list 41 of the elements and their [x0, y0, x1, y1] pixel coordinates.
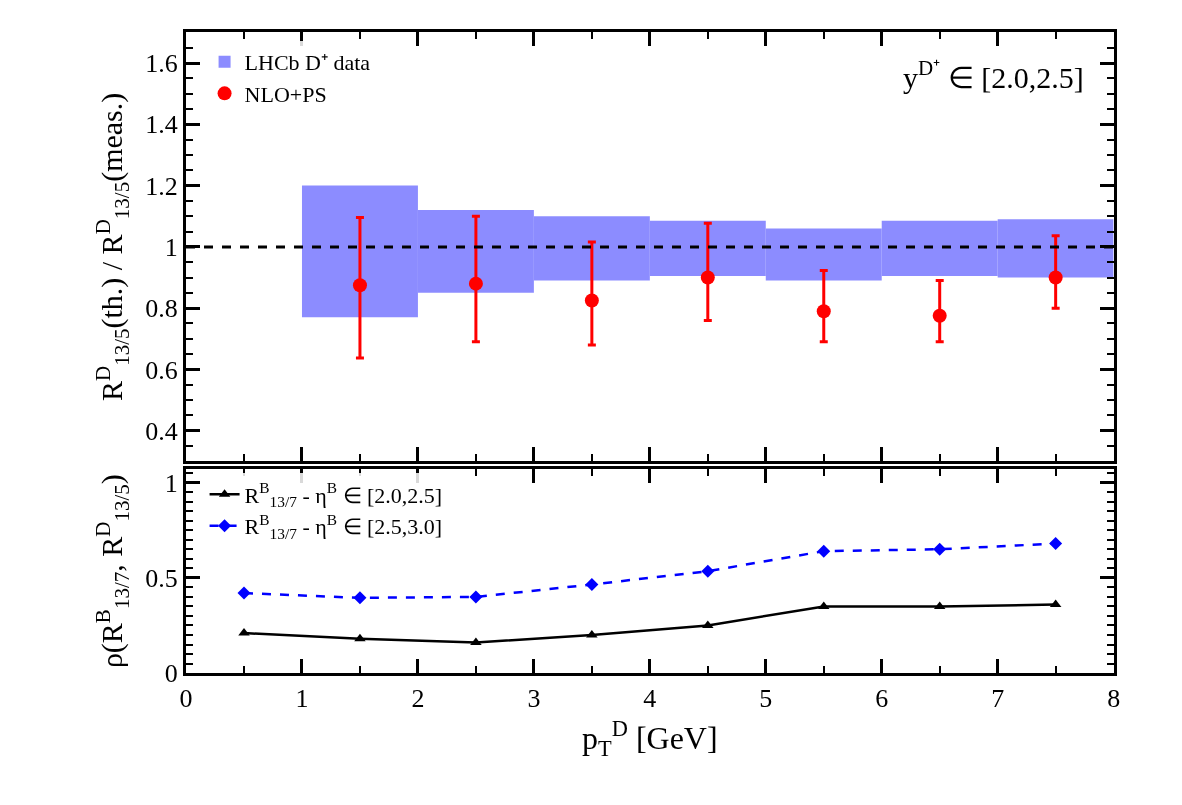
y-tick-label: 0.4: [145, 416, 178, 446]
y-tick-label: 0.6: [145, 355, 178, 385]
point: [585, 578, 599, 591]
x-tick-label: 1: [295, 684, 309, 714]
legend-label: LHCb D⁺ data: [244, 50, 371, 76]
point: [1048, 270, 1063, 285]
y-tick-label: 0.5: [145, 563, 178, 593]
legend-label: R$^{B}$$_{13/7}$ - η$^{B}$ ∈ [2.0,2.5]: [244, 479, 443, 511]
y-tick-label: 1: [164, 468, 178, 498]
y-tick-label: 0.8: [145, 294, 178, 324]
point: [352, 278, 367, 293]
y-tick-label: 0: [164, 659, 178, 689]
point: [933, 542, 947, 556]
x-tick-label: 3: [527, 684, 541, 714]
point: [584, 293, 599, 308]
x-tick-label: 5: [759, 684, 773, 714]
point: [237, 586, 251, 600]
point: [817, 544, 831, 558]
y-tick-label: 1.2: [145, 171, 178, 201]
point: [353, 591, 367, 605]
y-tick-label: 1.4: [145, 110, 178, 140]
point: [469, 590, 483, 604]
x-tick-label: 2: [411, 684, 425, 714]
legend-label: R$^{B}$$_{13/7}$ - η$^{B}$ ∈ [2.5,3.0]: [244, 511, 443, 542]
x-tick-label: 8: [1107, 684, 1121, 714]
point: [354, 633, 366, 642]
annotation: y$^{D⁺}$ ∈ [2.0,2.5]: [903, 56, 1084, 94]
point: [1049, 537, 1063, 551]
point: [816, 304, 831, 319]
point: [470, 637, 482, 646]
y-tick-label: 1: [164, 232, 178, 262]
point: [468, 276, 483, 291]
point: [700, 270, 715, 285]
x-tick-label: 6: [875, 684, 889, 714]
point: [932, 308, 947, 323]
x-tick-label: 7: [991, 684, 1005, 714]
y-tick-label: 1.6: [145, 49, 178, 79]
x-axis-title: p$_{T}$$^{D}$ [GeV]: [582, 715, 718, 761]
point: [701, 564, 715, 578]
x-tick-label: 4: [643, 684, 657, 714]
legend-label: NLO+PS: [244, 81, 327, 107]
